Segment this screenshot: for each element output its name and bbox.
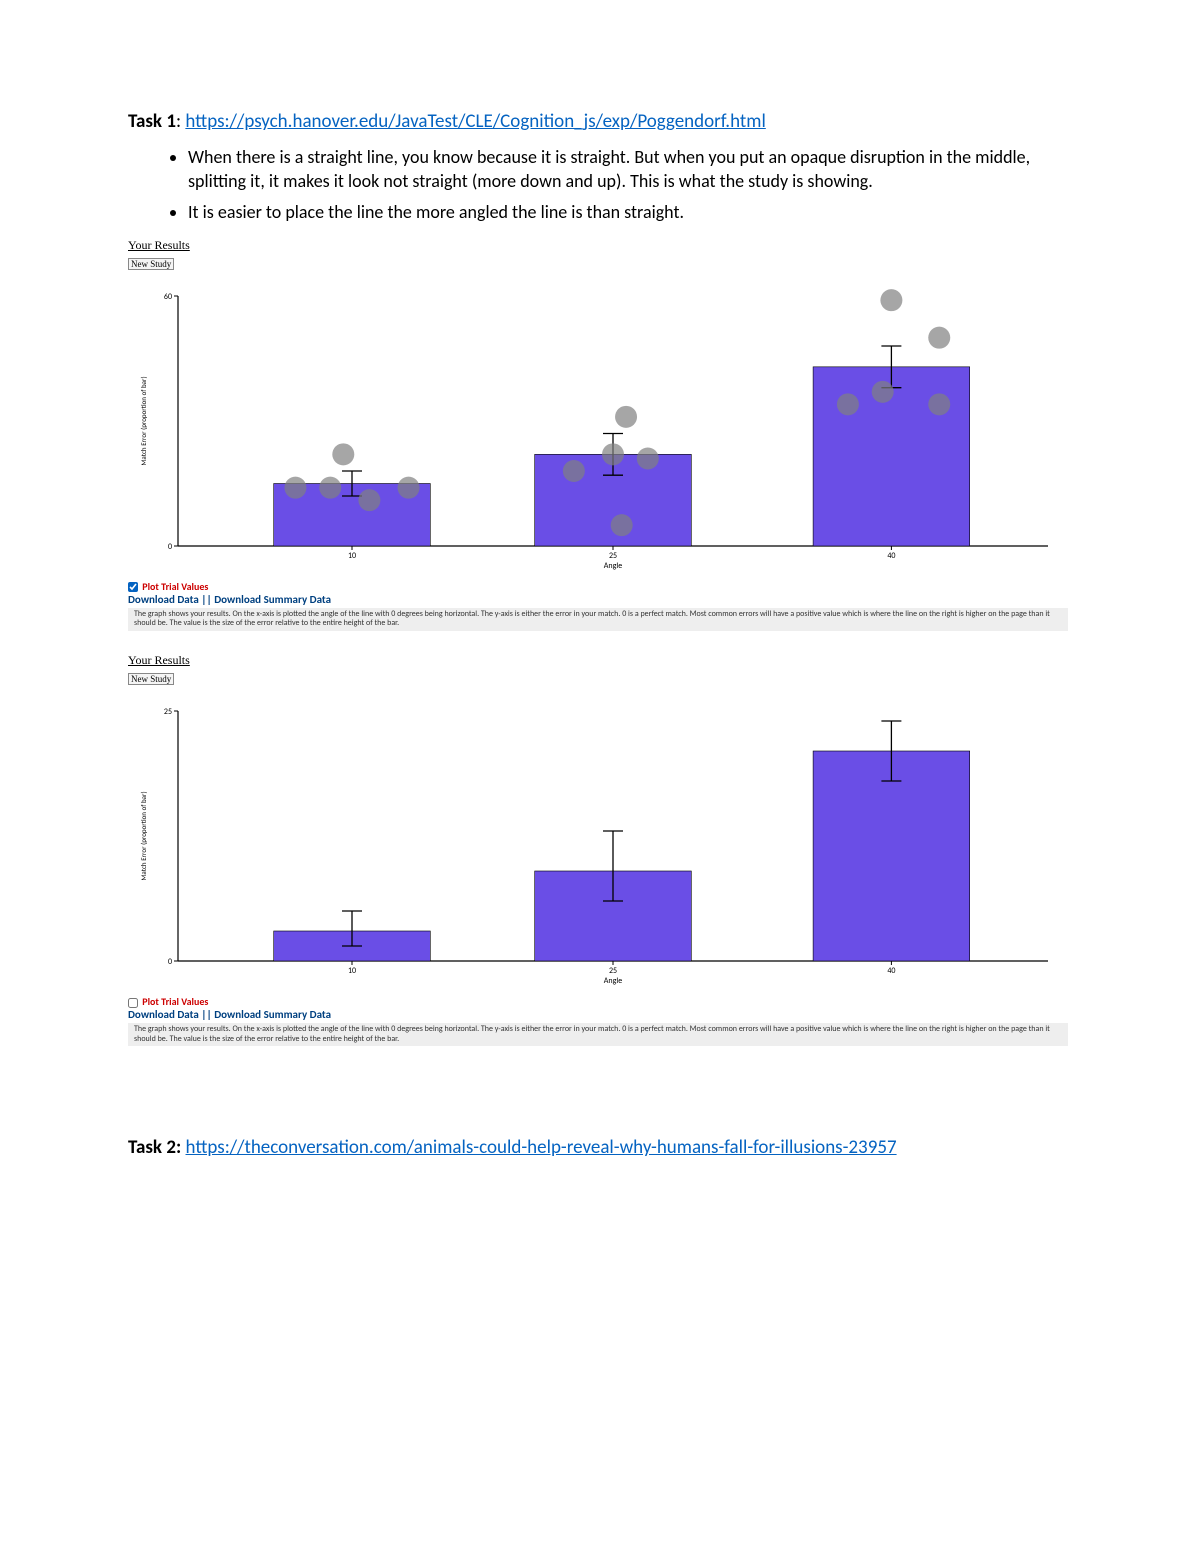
plot-trial-values-label-1: Plot Trial Values [142, 580, 208, 593]
plot-trial-values-checkbox-1[interactable] [128, 582, 138, 592]
task2-line: Task 2: https://theconversation.com/anim… [128, 1136, 1072, 1159]
data-point [928, 393, 950, 415]
plot-trial-values-label-2: Plot Trial Values [142, 995, 208, 1008]
data-point [332, 443, 354, 465]
download-row-1: Download Data || Download Summary Data [128, 593, 1068, 606]
plot-trial-values-row-1: Plot Trial Values [128, 580, 1068, 593]
chart2-svg: 25 0 Match Error (proportion of bar) 10 25 40… [128, 691, 1068, 991]
task1-bullets: When there is a straight line, you know … [128, 145, 1072, 224]
data-point [319, 477, 341, 499]
svg-text:10: 10 [348, 551, 356, 561]
svg-text:0: 0 [168, 542, 172, 552]
svg-text:Angle: Angle [604, 561, 622, 571]
data-point [284, 477, 306, 499]
task2-label: Task 2: [128, 1136, 181, 1159]
chart1-svg: 60 0 Match Error (proportion of bar) 10 25 40… [128, 276, 1068, 576]
results-header-2: Your Results [128, 653, 1068, 668]
new-study-button-1[interactable]: New Study [128, 258, 174, 270]
download-data-link-1[interactable]: Download Data [128, 593, 199, 606]
chart1-caption: The graph shows your results. On the x-a… [128, 608, 1068, 631]
task1-link[interactable]: https://psych.hanover.edu/JavaTest/CLE/C… [185, 110, 765, 133]
svg-text:40: 40 [887, 966, 895, 976]
data-point [837, 393, 859, 415]
data-point [358, 489, 380, 511]
download-data-link-2[interactable]: Download Data [128, 1008, 199, 1021]
svg-text:Match Error (proportion of bar: Match Error (proportion of bar) [139, 376, 148, 465]
chart1-area: 60 0 Match Error (proportion of bar) 10 25 40… [128, 276, 1068, 576]
new-study-button-2[interactable]: New Study [128, 673, 174, 685]
svg-text:Match Error (proportion of bar: Match Error (proportion of bar) [139, 792, 148, 881]
task1-label: Task 1 [128, 110, 176, 133]
results-block-1: Your Results New Study 60 0 Match Error (p… [128, 238, 1068, 631]
data-point [880, 289, 902, 311]
svg-text:60: 60 [164, 292, 172, 302]
svg-text:0: 0 [168, 957, 172, 967]
data-point [398, 477, 420, 499]
bar [813, 751, 970, 961]
download-row-2: Download Data || Download Summary Data [128, 1008, 1068, 1021]
svg-text:25: 25 [609, 966, 617, 976]
data-point [872, 381, 894, 403]
data-point [615, 406, 637, 428]
results-block-2: Your Results New Study 25 0 Match Error (p… [128, 653, 1068, 1046]
svg-text:25: 25 [609, 551, 617, 561]
data-point [602, 443, 624, 465]
task1-line: Task 1: https://psych.hanover.edu/JavaTe… [128, 110, 1072, 133]
plot-trial-values-row-2: Plot Trial Values [128, 995, 1068, 1008]
data-point [637, 447, 659, 469]
chart2-caption: The graph shows your results. On the x-a… [128, 1023, 1068, 1046]
svg-text:40: 40 [887, 551, 895, 561]
chart2-area: 25 0 Match Error (proportion of bar) 10 25 40… [128, 691, 1068, 991]
task2-link[interactable]: https://theconversation.com/animals-coul… [186, 1136, 897, 1159]
svg-text:Angle: Angle [604, 976, 622, 986]
download-summary-link-1[interactable]: Download Summary Data [214, 593, 331, 606]
task1-bullet-1: When there is a straight line, you know … [188, 145, 1072, 194]
plot-trial-values-checkbox-2[interactable] [128, 998, 138, 1008]
results-header-1: Your Results [128, 238, 1068, 253]
task1-bullet-2: It is easier to place the line the more … [188, 200, 1072, 224]
data-point [563, 460, 585, 482]
download-summary-link-2[interactable]: Download Summary Data [214, 1008, 331, 1021]
svg-text:25: 25 [164, 707, 172, 717]
svg-text:10: 10 [348, 966, 356, 976]
data-point [611, 514, 633, 536]
data-point [928, 327, 950, 349]
